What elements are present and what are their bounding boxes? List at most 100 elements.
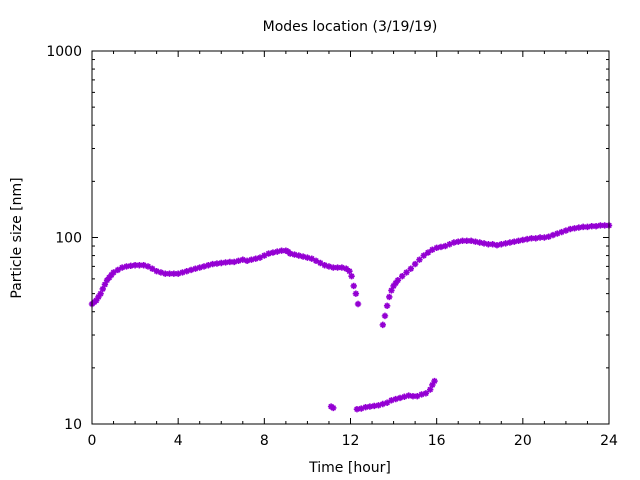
data-point — [558, 228, 565, 236]
data-point — [342, 265, 350, 272]
data-point — [166, 270, 173, 277]
data-point — [409, 392, 417, 400]
data-point — [358, 405, 365, 412]
data-point — [153, 267, 160, 275]
data-point — [291, 251, 298, 258]
data-point — [269, 249, 277, 256]
data-point — [321, 262, 328, 269]
data-point — [106, 274, 113, 281]
data-point — [383, 399, 391, 406]
data-point — [308, 255, 315, 262]
data-point — [396, 394, 404, 402]
data-point — [136, 262, 143, 269]
data-point — [274, 248, 281, 255]
data-point — [295, 252, 302, 259]
data-point — [265, 250, 272, 257]
data-point — [392, 279, 399, 287]
data-point — [459, 237, 466, 245]
data-point — [196, 264, 203, 271]
data-point — [243, 257, 251, 265]
data-point — [353, 406, 361, 413]
data-point — [286, 250, 294, 257]
data-point — [205, 262, 212, 269]
data-point — [209, 260, 216, 268]
data-point — [386, 293, 393, 301]
data-point — [446, 241, 453, 248]
data-point — [261, 252, 268, 259]
data-point — [429, 381, 436, 389]
data-point — [532, 235, 539, 242]
y-tick-label: 100 — [55, 231, 82, 247]
data-point — [390, 282, 397, 290]
data-point — [480, 240, 488, 247]
data-point — [424, 249, 432, 256]
data-point — [472, 238, 479, 245]
data-point — [567, 225, 574, 233]
data-point — [248, 256, 255, 263]
data-point — [304, 254, 311, 261]
data-point — [575, 224, 583, 231]
data-point — [562, 227, 570, 234]
data-point — [200, 263, 208, 270]
data-point — [348, 273, 355, 280]
data-point — [110, 269, 117, 276]
data-point — [170, 270, 178, 277]
plot-frame — [91, 50, 610, 425]
data-point — [338, 264, 346, 271]
data-point — [411, 260, 419, 268]
data-point — [187, 266, 195, 274]
data-point — [485, 241, 492, 248]
chart-title: Modes location (3/19/19) — [263, 19, 438, 35]
data-point — [498, 241, 505, 248]
data-point — [420, 252, 427, 259]
data-point — [597, 222, 604, 229]
data-point — [299, 253, 307, 260]
data-point — [437, 243, 445, 251]
data-point — [325, 263, 333, 270]
x-axis-title: Time [hour] — [308, 460, 391, 476]
data-point — [256, 254, 264, 261]
data-point — [213, 260, 221, 267]
data-point — [506, 239, 514, 246]
data-point — [222, 259, 229, 266]
data-point — [366, 403, 374, 410]
data-point — [174, 270, 182, 277]
data-point — [467, 237, 475, 245]
data-point — [429, 246, 436, 253]
data-point — [218, 259, 225, 267]
data-point — [252, 255, 259, 262]
data-point — [422, 390, 430, 397]
data-point — [584, 223, 591, 231]
data-point — [511, 238, 518, 245]
data-point — [312, 257, 320, 265]
y-tick-label: 1000 — [46, 44, 82, 60]
data-point — [157, 269, 165, 276]
data-point — [571, 225, 578, 232]
data-point — [601, 222, 608, 229]
data-point — [592, 222, 600, 230]
data-point — [493, 241, 501, 249]
data-point — [352, 290, 360, 297]
data-point — [442, 242, 449, 250]
data-point — [235, 257, 242, 265]
data-point — [379, 321, 387, 329]
data-point — [282, 247, 290, 254]
data-point — [388, 397, 395, 404]
data-point — [549, 231, 557, 239]
x-tick-label: 24 — [600, 433, 618, 449]
data-point — [476, 239, 483, 246]
data-point — [502, 240, 509, 247]
data-point — [370, 402, 378, 410]
data-point — [450, 239, 458, 246]
data-point — [149, 265, 156, 272]
data-point — [383, 302, 391, 310]
data-point — [431, 377, 438, 385]
data-points — [88, 222, 613, 413]
data-point — [226, 258, 234, 266]
data-point — [554, 230, 561, 237]
data-point — [350, 282, 357, 290]
data-point — [179, 269, 186, 276]
data-point — [123, 263, 130, 270]
data-point — [114, 266, 122, 274]
